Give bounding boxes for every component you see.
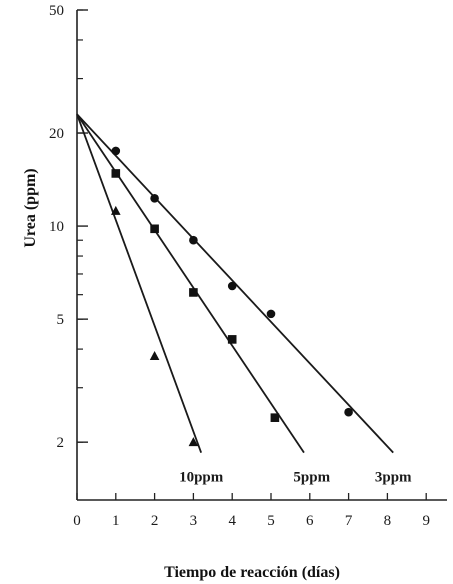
x-tick-label: 2 xyxy=(151,513,159,529)
x-axis-title: Tiempo de reacción (días) xyxy=(164,564,340,581)
x-tick-label: 1 xyxy=(112,513,120,529)
x-tick-label: 7 xyxy=(345,513,353,529)
series-label-3ppm: 3ppm xyxy=(375,469,412,485)
x-tick-label: 4 xyxy=(228,513,236,529)
data-point-square xyxy=(150,224,159,234)
data-point-circle xyxy=(344,407,353,417)
x-tick-label: 6 xyxy=(306,513,314,529)
data-point-square xyxy=(270,413,280,422)
axes: 0 1 2 3 4 5 6 7 8 9 2 5 10 20 50 xyxy=(49,3,447,529)
x-tick-label: 0 xyxy=(73,513,81,529)
data-point-triangle xyxy=(111,205,121,215)
y-tick-label: 5 xyxy=(57,312,65,328)
data-point-circle xyxy=(266,309,276,319)
y-tick-label: 20 xyxy=(49,126,64,142)
data-point-circle xyxy=(150,193,159,203)
data-point-circle xyxy=(111,146,121,156)
data-points xyxy=(111,146,353,447)
data-point-triangle xyxy=(149,350,160,360)
series-label-10ppm: 10ppm xyxy=(179,469,224,485)
data-point-square xyxy=(111,169,121,178)
series-labels: 3ppm 5ppm 10ppm xyxy=(179,469,412,485)
y-tick-label: 50 xyxy=(49,3,64,19)
series-label-5ppm: 5ppm xyxy=(293,469,330,485)
x-tick-label: 5 xyxy=(267,513,275,529)
data-point-triangle xyxy=(188,437,199,447)
fit-line-10ppm xyxy=(76,113,203,453)
y-tick-label: 2 xyxy=(57,435,65,451)
data-point-square xyxy=(189,288,198,297)
data-point-circle xyxy=(227,281,237,291)
y-tick-label: 10 xyxy=(49,219,64,235)
fit-line-5ppm xyxy=(76,113,305,454)
data-point-square xyxy=(227,335,237,344)
x-tick-label: 8 xyxy=(384,513,392,529)
data-point-circle xyxy=(189,235,198,245)
x-tick-label: 3 xyxy=(190,513,198,529)
x-tick-label: 9 xyxy=(422,513,430,529)
y-axis-title: Urea (ppm) xyxy=(22,168,39,247)
